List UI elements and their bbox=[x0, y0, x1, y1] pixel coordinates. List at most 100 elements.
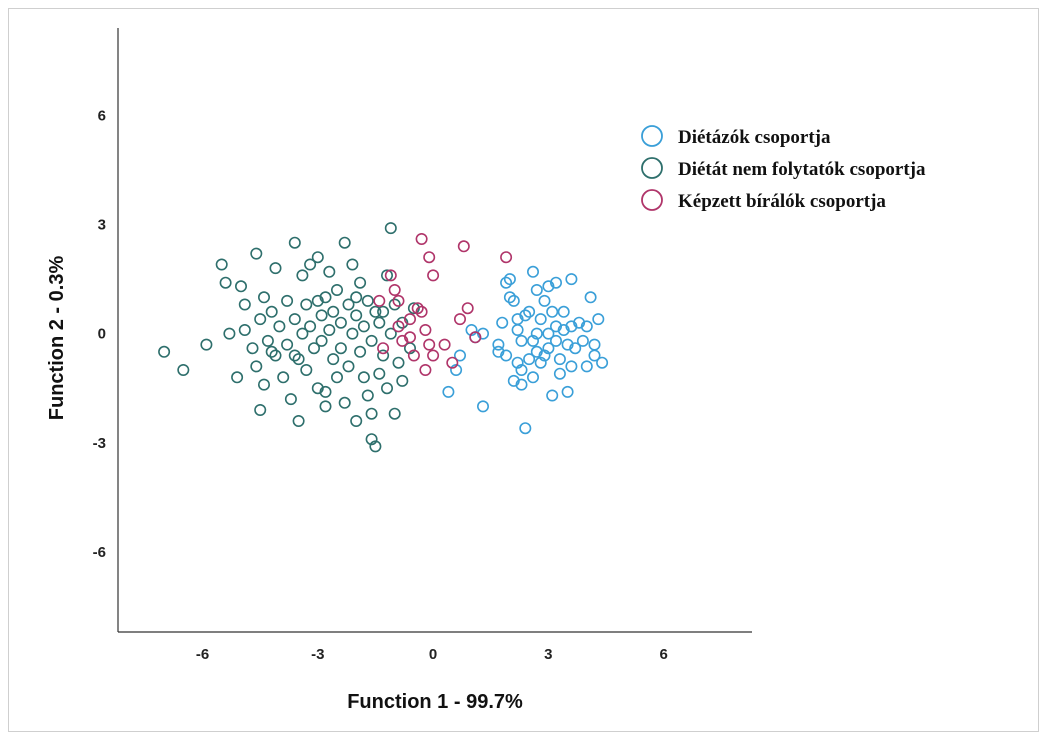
data-point bbox=[549, 320, 562, 333]
data-point bbox=[238, 323, 251, 336]
data-point bbox=[534, 356, 547, 369]
data-point bbox=[235, 280, 248, 293]
data-point bbox=[565, 360, 578, 373]
data-point bbox=[377, 349, 390, 362]
data-point bbox=[223, 327, 236, 340]
data-point bbox=[450, 363, 463, 376]
data-point bbox=[384, 327, 397, 340]
data-point bbox=[557, 305, 570, 318]
data-point bbox=[200, 338, 213, 351]
x-tick-label: 0 bbox=[429, 646, 437, 663]
data-point bbox=[246, 342, 259, 355]
x-tick-label: 6 bbox=[659, 646, 667, 663]
data-point bbox=[296, 327, 309, 340]
axes bbox=[117, 28, 752, 633]
data-point bbox=[288, 349, 301, 362]
data-point bbox=[526, 334, 539, 347]
data-point bbox=[503, 291, 516, 304]
data-point bbox=[553, 367, 566, 380]
data-point bbox=[523, 353, 536, 366]
data-point bbox=[519, 422, 532, 435]
data-point bbox=[561, 338, 574, 351]
x-tick-label: -3 bbox=[311, 646, 324, 663]
data-point bbox=[549, 334, 562, 347]
legend-label: Képzett bírálók csoportja bbox=[678, 191, 886, 212]
data-point bbox=[265, 345, 278, 358]
data-point bbox=[281, 294, 294, 307]
y-axis-title: Function 2 - 0.3% bbox=[46, 256, 68, 421]
data-point bbox=[250, 360, 263, 373]
y-tick-label: 0 bbox=[98, 326, 106, 343]
legend-item: Diétázók csoportja bbox=[641, 125, 831, 148]
data-point bbox=[284, 393, 297, 406]
data-points bbox=[158, 222, 609, 453]
data-point bbox=[580, 360, 593, 373]
data-point bbox=[269, 262, 282, 275]
data-point bbox=[446, 356, 459, 369]
data-point bbox=[327, 305, 340, 318]
data-point bbox=[354, 276, 367, 289]
y-tick-label: -3 bbox=[93, 435, 106, 452]
data-point bbox=[461, 302, 474, 315]
data-point bbox=[588, 349, 601, 362]
data-point bbox=[292, 353, 305, 366]
data-point bbox=[261, 334, 274, 347]
data-point bbox=[361, 389, 374, 402]
data-point bbox=[304, 320, 317, 333]
data-point bbox=[542, 342, 555, 355]
data-point bbox=[257, 378, 270, 391]
data-point bbox=[403, 331, 416, 344]
data-point bbox=[319, 291, 332, 304]
data-point bbox=[350, 291, 363, 304]
data-point bbox=[257, 291, 270, 304]
data-point bbox=[365, 433, 378, 446]
data-point bbox=[346, 258, 359, 271]
data-point bbox=[269, 349, 282, 362]
y-tick-labels: -6 -3 0 3 6 bbox=[93, 107, 106, 561]
data-point bbox=[377, 305, 390, 318]
y-tick-label: -6 bbox=[93, 544, 106, 561]
data-point bbox=[273, 320, 286, 333]
data-point bbox=[526, 371, 539, 384]
data-point bbox=[596, 356, 609, 369]
data-point bbox=[469, 331, 482, 344]
legend-marker bbox=[641, 125, 663, 147]
data-point bbox=[557, 323, 570, 336]
data-point bbox=[588, 338, 601, 351]
data-point bbox=[419, 363, 432, 376]
data-point bbox=[549, 276, 562, 289]
data-point bbox=[546, 389, 559, 402]
data-point bbox=[327, 353, 340, 366]
y-tick-label: 6 bbox=[98, 107, 106, 124]
data-point bbox=[288, 313, 301, 326]
data-point bbox=[561, 385, 574, 398]
data-point bbox=[307, 342, 320, 355]
data-point bbox=[292, 414, 305, 427]
data-point bbox=[231, 371, 244, 384]
data-point bbox=[476, 400, 489, 413]
series-1-points bbox=[442, 265, 609, 435]
data-point bbox=[530, 283, 543, 296]
data-point bbox=[342, 298, 355, 311]
data-point bbox=[538, 294, 551, 307]
data-point bbox=[384, 269, 397, 282]
data-point bbox=[407, 349, 420, 362]
data-point bbox=[553, 353, 566, 366]
data-point bbox=[300, 298, 313, 311]
data-point bbox=[427, 269, 440, 282]
data-point bbox=[530, 327, 543, 340]
data-point bbox=[311, 251, 324, 264]
data-point bbox=[396, 316, 409, 329]
data-point bbox=[419, 323, 432, 336]
data-point bbox=[515, 363, 528, 376]
data-point bbox=[323, 323, 336, 336]
data-point bbox=[415, 233, 428, 246]
data-point bbox=[507, 294, 520, 307]
data-point bbox=[427, 349, 440, 362]
data-point bbox=[507, 374, 520, 387]
data-point bbox=[373, 367, 386, 380]
data-point bbox=[300, 363, 313, 376]
data-point bbox=[407, 302, 420, 315]
data-point bbox=[334, 342, 347, 355]
data-point bbox=[500, 349, 513, 362]
